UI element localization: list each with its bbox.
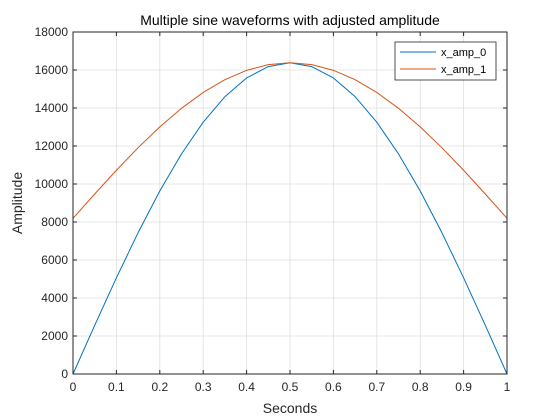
x-tick-labels: 0 0.1 0.2 0.3 0.4 0.5 0.6 0.7 0.8 0.9 1 [70, 380, 511, 394]
series-line-x_amp_1 [72, 62, 508, 219]
x-tick-label: 0.4 [238, 380, 255, 394]
ticks [72, 31, 508, 375]
x-tick-label: 1 [504, 380, 511, 394]
y-tick-label: 8000 [41, 215, 68, 229]
legend[interactable]: x_amp_0 x_amp_1 [394, 41, 497, 81]
x-tick-label: 0.9 [455, 380, 472, 394]
x-axis-label: Seconds [263, 400, 317, 416]
y-tick-label: 6000 [41, 253, 68, 267]
y-tick-labels: 0 2000 4000 6000 8000 10000 12000 14000 16000 180… [35, 25, 69, 381]
x-tick-label: 0.7 [368, 380, 385, 394]
legend-entries: x_amp_0 x_amp_1 [400, 47, 486, 76]
x-tick-label: 0.3 [195, 380, 212, 394]
y-tick-label: 2000 [41, 329, 68, 343]
y-tick-label: 14000 [35, 101, 69, 115]
x-tick-label: 0.2 [151, 380, 168, 394]
y-tick-label: 4000 [41, 291, 68, 305]
x-tick-label: 0.8 [412, 380, 429, 394]
y-axis-label: Amplitude [9, 172, 25, 234]
series-layer [72, 62, 508, 375]
legend-box [394, 41, 497, 81]
legend-label-x_amp_0: x_amp_0 [441, 47, 486, 59]
x-tick-label: 0.1 [108, 380, 125, 394]
y-tick-label: 16000 [35, 63, 69, 77]
chart-title: Multiple sine waveforms with adjusted am… [140, 12, 440, 28]
x-tick-label: 0.6 [325, 380, 342, 394]
x-tick-label: 0 [70, 380, 77, 394]
legend-label-x_amp_1: x_amp_1 [441, 64, 486, 76]
y-tick-label: 0 [61, 367, 68, 381]
y-tick-label: 10000 [35, 177, 69, 191]
y-tick-label: 18000 [35, 25, 69, 39]
x-tick-label: 0.5 [282, 380, 299, 394]
y-tick-label: 12000 [35, 139, 69, 153]
